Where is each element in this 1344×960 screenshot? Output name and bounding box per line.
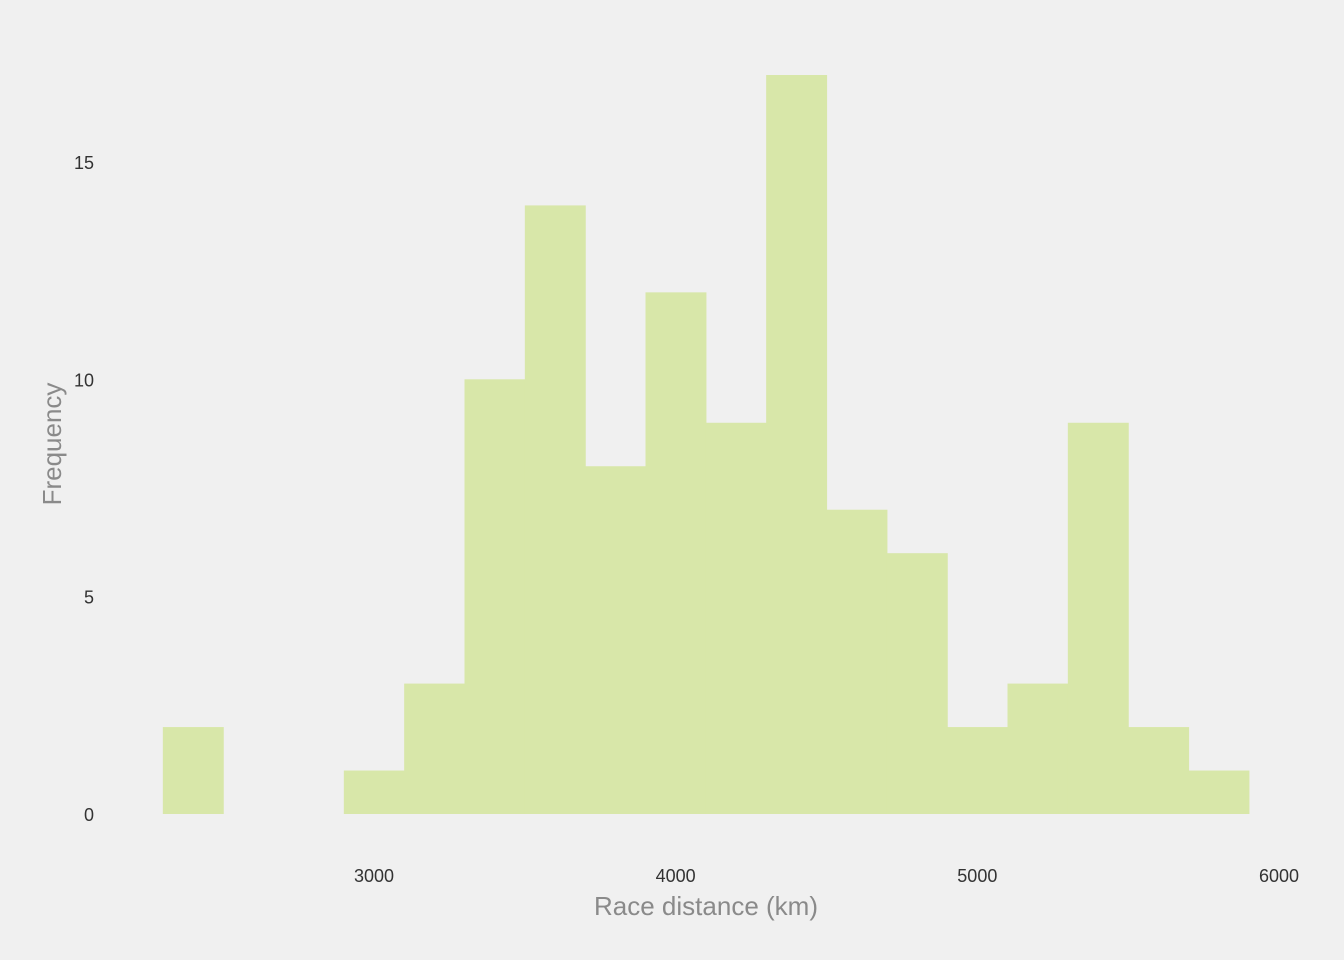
y-tick-label: 5 bbox=[84, 588, 94, 608]
histogram-bar-3700-3900 bbox=[585, 466, 647, 814]
histogram-bar-3900-4100 bbox=[645, 292, 707, 815]
x-tick-label: 4000 bbox=[656, 866, 696, 886]
y-axis-ticks: 0 5 10 15 bbox=[74, 153, 94, 825]
histogram-bar-5500-5700 bbox=[1128, 727, 1190, 814]
histogram-bar-3100-3300 bbox=[404, 683, 466, 814]
histogram-bar-3500-3700 bbox=[524, 205, 586, 815]
x-tick-label: 3000 bbox=[354, 866, 394, 886]
histogram-bar-5300-5500 bbox=[1067, 422, 1129, 814]
histogram-bar-5700-5900 bbox=[1188, 770, 1250, 814]
histogram-bar-4300-4500 bbox=[766, 75, 828, 814]
bars-layer bbox=[162, 75, 1250, 815]
y-axis-title: Frequency bbox=[37, 383, 67, 506]
histogram-bar-2900-3100 bbox=[343, 770, 405, 814]
histogram-bar-4500-4700 bbox=[826, 509, 888, 814]
histogram-bar-3300-3500 bbox=[464, 379, 526, 814]
x-axis-title: Race distance (km) bbox=[594, 891, 818, 921]
histogram-bar-5100-5300 bbox=[1007, 683, 1069, 814]
x-tick-label: 6000 bbox=[1259, 866, 1299, 886]
y-tick-label: 10 bbox=[74, 370, 94, 390]
y-tick-label: 15 bbox=[74, 153, 94, 173]
histogram-bar-2300-2500 bbox=[162, 727, 224, 814]
histogram-bar-4100-4300 bbox=[705, 422, 767, 814]
histogram-bar-4900-5100 bbox=[947, 727, 1009, 814]
x-tick-label: 5000 bbox=[957, 866, 997, 886]
x-axis-ticks: 3000 4000 5000 6000 bbox=[354, 866, 1299, 886]
y-tick-label: 0 bbox=[84, 805, 94, 825]
histogram-bar-4700-4900 bbox=[886, 553, 948, 814]
